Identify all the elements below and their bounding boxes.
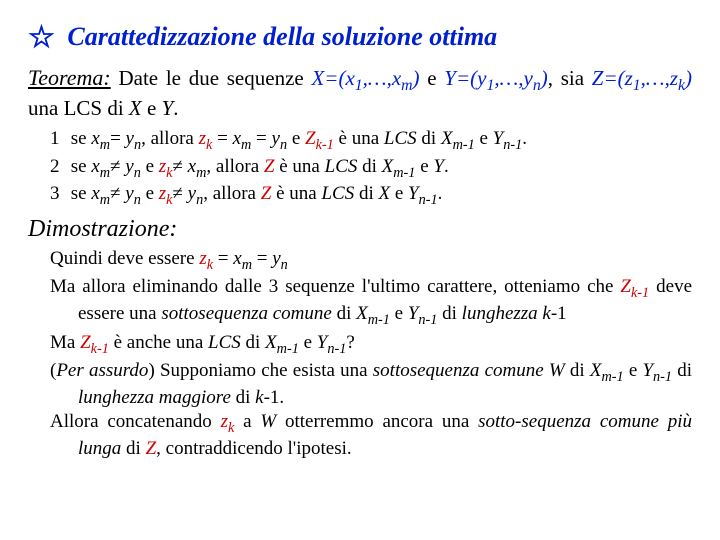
proof-line: Ma allora eliminando dalle 3 sequenze l'… — [50, 275, 692, 329]
theorem-label: Teorema: — [28, 65, 111, 90]
theorem-block: Teorema: Date le due sequenze X=(x1,…,xm… — [28, 65, 692, 121]
proof-body: Quindi deve essere zk = xm = yn Ma allor… — [50, 247, 692, 460]
enumerated-list: 1 se xm= yn, allora zk = xm = yn e Zk-1 … — [50, 127, 692, 210]
proof-line: Allora concatenando zk a W otterremmo an… — [50, 410, 692, 460]
list-item: 2 se xm≠ yn e zk≠ xm, allora Z è una LCS… — [50, 155, 692, 183]
list-item: 1 se xm= yn, allora zk = xm = yn e Zk-1 … — [50, 127, 692, 155]
list-item: 3 se xm≠ yn e zk≠ yn, allora Z è una LCS… — [50, 182, 692, 210]
proof-line: Ma Zk-1 è anche una LCS di Xm-1 e Yn-1? — [50, 331, 692, 358]
page-title: ☆ Carattedizzazione della soluzione otti… — [28, 20, 692, 55]
title-text: Carattedizzazione della soluzione ottima — [67, 22, 497, 51]
proof-label: Dimostrazione: — [28, 216, 692, 243]
star-icon: ☆ — [28, 21, 55, 54]
proof-line: (Per assurdo) Supponiamo che esista una … — [50, 359, 692, 409]
theorem-body: Date le due sequenze X=(x1,…,xm) e Y=(y1… — [28, 66, 692, 120]
proof-line: Quindi deve essere zk = xm = yn — [50, 247, 692, 274]
